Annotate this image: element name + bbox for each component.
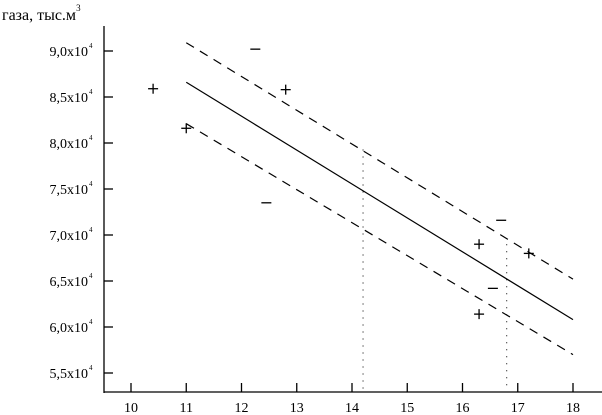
y-tick-label: 7,5x10 [50,183,89,198]
y-tick-label: 6,5x10 [50,275,89,290]
x-tick-label: 12 [235,401,249,415]
y-tick-exponent: 4 [89,226,93,234]
y-tick-label: 6,0x10 [50,321,89,336]
marks [148,42,574,390]
plus-marker [181,123,192,134]
y-tick-label: 9,0x10 [50,45,89,60]
x-tick-label: 14 [345,401,359,415]
y-tick-exponent: 4 [89,134,93,142]
axes: 10 11 12 13 14 15 16 17 189,0x10 48,5x10 48,0x10 47… [50,26,602,415]
x-tick-label: 10 [124,401,138,415]
x-tick-label: 17 [511,401,525,415]
y-axis-label: газа, тыс.м3 [2,3,81,24]
y-tick-label: 8,5x10 [50,91,89,106]
x-tick-label: 15 [400,401,414,415]
plus-marker [474,239,485,250]
x-tick-label: 18 [566,401,580,415]
y-tick-exponent: 4 [89,272,93,280]
plus-marker [523,248,534,259]
y-tick-label: 5,5x10 [50,367,89,382]
y-tick-exponent: 4 [89,318,93,326]
y-tick-label: 7,0x10 [50,229,89,244]
plus-marker [148,83,159,94]
plus-marker [474,309,485,320]
x-tick-label: 11 [180,401,193,415]
plus-marker [280,84,291,95]
x-tick-label: 16 [456,401,470,415]
y-tick-exponent: 4 [89,88,93,96]
lower-bound [185,123,574,356]
y-tick-exponent: 4 [89,42,93,50]
x-tick-label: 13 [290,401,304,415]
regression-line [185,81,574,321]
y-tick-exponent: 4 [89,180,93,188]
y-tick-label: 8,0x10 [50,137,89,152]
upper-bound [185,42,574,280]
y-tick-exponent: 4 [89,364,93,372]
